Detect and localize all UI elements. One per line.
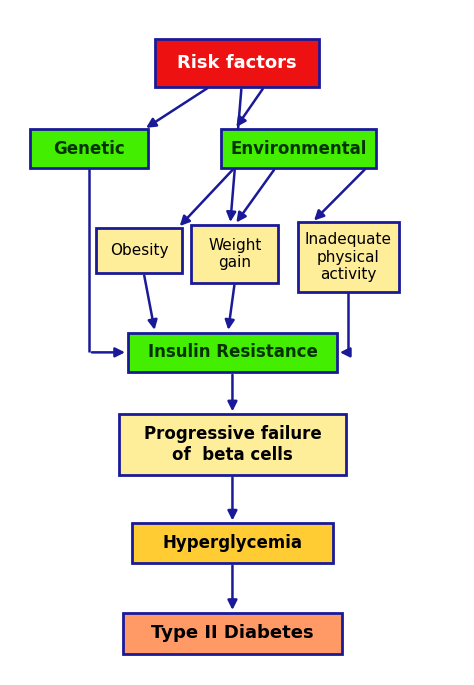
FancyBboxPatch shape bbox=[118, 414, 346, 475]
FancyBboxPatch shape bbox=[30, 129, 148, 168]
FancyBboxPatch shape bbox=[132, 523, 333, 563]
Text: Hyperglycemia: Hyperglycemia bbox=[163, 534, 302, 552]
Text: Environmental: Environmental bbox=[230, 140, 366, 158]
FancyBboxPatch shape bbox=[191, 225, 278, 283]
FancyBboxPatch shape bbox=[155, 39, 319, 87]
Text: Risk factors: Risk factors bbox=[177, 54, 297, 72]
FancyBboxPatch shape bbox=[96, 228, 182, 273]
Text: Inadequate
physical
activity: Inadequate physical activity bbox=[305, 232, 392, 282]
FancyBboxPatch shape bbox=[221, 129, 376, 168]
Text: Obesity: Obesity bbox=[110, 243, 168, 258]
Text: Type II Diabetes: Type II Diabetes bbox=[151, 624, 314, 642]
FancyBboxPatch shape bbox=[299, 223, 399, 292]
Text: Genetic: Genetic bbox=[53, 140, 125, 158]
Text: Weight
gain: Weight gain bbox=[208, 238, 262, 270]
Text: Progressive failure
of  beta cells: Progressive failure of beta cells bbox=[144, 425, 321, 464]
FancyBboxPatch shape bbox=[123, 613, 342, 653]
Text: Insulin Resistance: Insulin Resistance bbox=[147, 343, 318, 362]
FancyBboxPatch shape bbox=[128, 333, 337, 372]
